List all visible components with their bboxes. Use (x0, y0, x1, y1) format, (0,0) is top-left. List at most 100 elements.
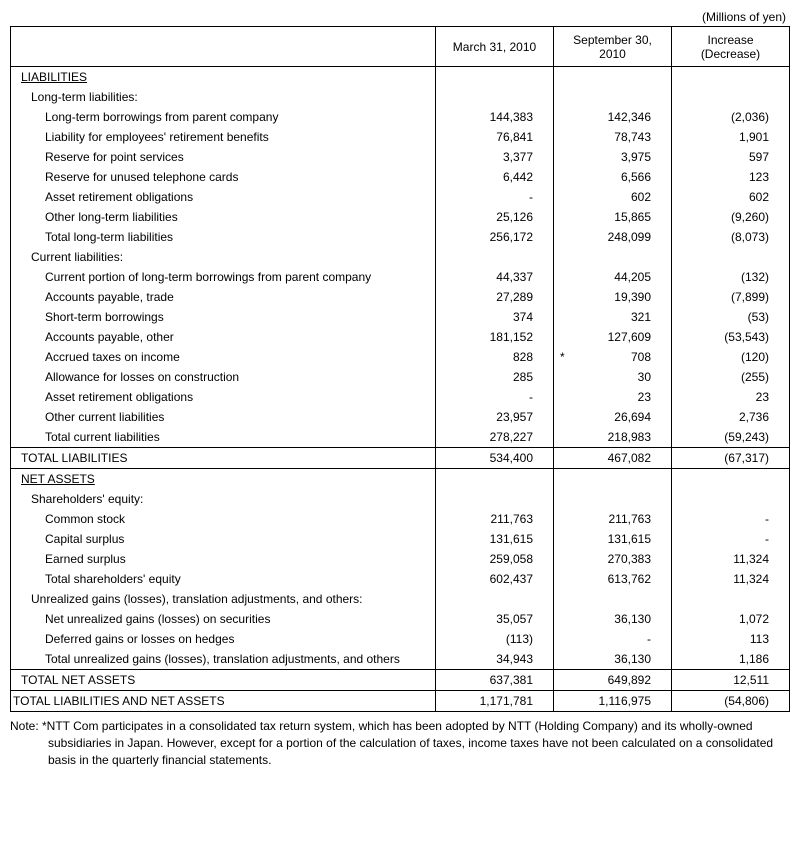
financial-table: March 31, 2010 September 30, 2010 Increa… (10, 26, 790, 712)
row-label: LIABILITIES (11, 67, 436, 88)
row-value (672, 87, 790, 107)
row-value: (53,543) (672, 327, 790, 347)
row-value: 278,227 (436, 427, 554, 448)
row-value: 211,763 (436, 509, 554, 529)
row-label: Other long-term liabilities (11, 207, 436, 227)
row-label: Accounts payable, trade (11, 287, 436, 307)
row-value: (132) (672, 267, 790, 287)
table-row: Total long-term liabilities256,172248,09… (11, 227, 790, 247)
row-value (554, 67, 672, 88)
row-value: 27,289 (436, 287, 554, 307)
row-value: 256,172 (436, 227, 554, 247)
row-label: Earned surplus (11, 549, 436, 569)
row-value: 23,957 (436, 407, 554, 427)
row-label: Total unrealized gains (losses), transla… (11, 649, 436, 670)
row-label: Long-term liabilities: (11, 87, 436, 107)
table-row: Total shareholders' equity602,437613,762… (11, 569, 790, 589)
row-value (436, 589, 554, 609)
table-row: Asset retirement obligations-2323 (11, 387, 790, 407)
header-blank (11, 27, 436, 67)
row-value: 23 (672, 387, 790, 407)
row-value: 23 (554, 387, 672, 407)
row-value (436, 469, 554, 490)
row-label: Reserve for unused telephone cards (11, 167, 436, 187)
row-label: Allowance for losses on construction (11, 367, 436, 387)
row-value: - (672, 509, 790, 529)
row-value: 30 (554, 367, 672, 387)
row-value: 15,865 (554, 207, 672, 227)
table-row: Shareholders' equity: (11, 489, 790, 509)
row-value: (67,317) (672, 448, 790, 469)
row-value: 1,901 (672, 127, 790, 147)
row-value: 3,377 (436, 147, 554, 167)
row-value (672, 247, 790, 267)
row-value: 321 (554, 307, 672, 327)
row-value: 11,324 (672, 549, 790, 569)
table-row: TOTAL LIABILITIES AND NET ASSETS1,171,78… (11, 691, 790, 712)
row-label: Other current liabilities (11, 407, 436, 427)
row-value (554, 589, 672, 609)
table-row: Liability for employees' retirement bene… (11, 127, 790, 147)
table-row: Total unrealized gains (losses), transla… (11, 649, 790, 670)
header-col3: Increase (Decrease) (672, 27, 790, 67)
row-value: - (436, 187, 554, 207)
row-label: TOTAL LIABILITIES AND NET ASSETS (11, 691, 436, 712)
row-value (672, 589, 790, 609)
row-value: (59,243) (672, 427, 790, 448)
row-value: (53) (672, 307, 790, 327)
row-value: (113) (436, 629, 554, 649)
note-line3: basis in the quarterly financial stateme… (10, 752, 790, 769)
table-row: Deferred gains or losses on hedges(113)-… (11, 629, 790, 649)
header-col3-line1: Increase (707, 33, 753, 47)
row-value: 25,126 (436, 207, 554, 227)
row-label: Common stock (11, 509, 436, 529)
header-col2: September 30, 2010 (554, 27, 672, 67)
row-value: 36,130 (554, 649, 672, 670)
row-value: 649,892 (554, 670, 672, 691)
row-label: Long-term borrowings from parent company (11, 107, 436, 127)
row-value: 44,205 (554, 267, 672, 287)
table-row: Reserve for point services3,3773,975597 (11, 147, 790, 167)
row-value: (54,806) (672, 691, 790, 712)
table-row: Current liabilities: (11, 247, 790, 267)
row-value: 3,975 (554, 147, 672, 167)
row-value: 828 (436, 347, 554, 367)
row-value: 11,324 (672, 569, 790, 589)
row-value: 602,437 (436, 569, 554, 589)
row-label: TOTAL LIABILITIES (11, 448, 436, 469)
note-prefix: Note: (10, 719, 42, 733)
row-value: (120) (672, 347, 790, 367)
table-row: Reserve for unused telephone cards6,4426… (11, 167, 790, 187)
row-label: Short-term borrowings (11, 307, 436, 327)
row-value: 597 (672, 147, 790, 167)
table-row: Accounts payable, other181,152127,609(53… (11, 327, 790, 347)
row-label: Shareholders' equity: (11, 489, 436, 509)
row-value: 19,390 (554, 287, 672, 307)
row-value: 259,058 (436, 549, 554, 569)
row-value (672, 469, 790, 490)
row-value: (2,036) (672, 107, 790, 127)
row-label: Asset retirement obligations (11, 187, 436, 207)
table-row: Current portion of long-term borrowings … (11, 267, 790, 287)
row-value (554, 247, 672, 267)
row-value: 602 (672, 187, 790, 207)
table-header-row: March 31, 2010 September 30, 2010 Increa… (11, 27, 790, 67)
table-row: Long-term liabilities: (11, 87, 790, 107)
row-label: Accounts payable, other (11, 327, 436, 347)
row-value (672, 67, 790, 88)
row-value: 131,615 (554, 529, 672, 549)
table-row: Other long-term liabilities25,12615,865(… (11, 207, 790, 227)
row-value: 613,762 (554, 569, 672, 589)
row-value: 218,983 (554, 427, 672, 448)
row-label: Asset retirement obligations (11, 387, 436, 407)
row-value: (255) (672, 367, 790, 387)
header-col1: March 31, 2010 (436, 27, 554, 67)
table-row: Earned surplus259,058270,38311,324 (11, 549, 790, 569)
row-value: 2,736 (672, 407, 790, 427)
row-value: 637,381 (436, 670, 554, 691)
row-value (554, 489, 672, 509)
row-value: 270,383 (554, 549, 672, 569)
row-value: 123 (672, 167, 790, 187)
row-label: Total shareholders' equity (11, 569, 436, 589)
row-label: Unrealized gains (losses), translation a… (11, 589, 436, 609)
